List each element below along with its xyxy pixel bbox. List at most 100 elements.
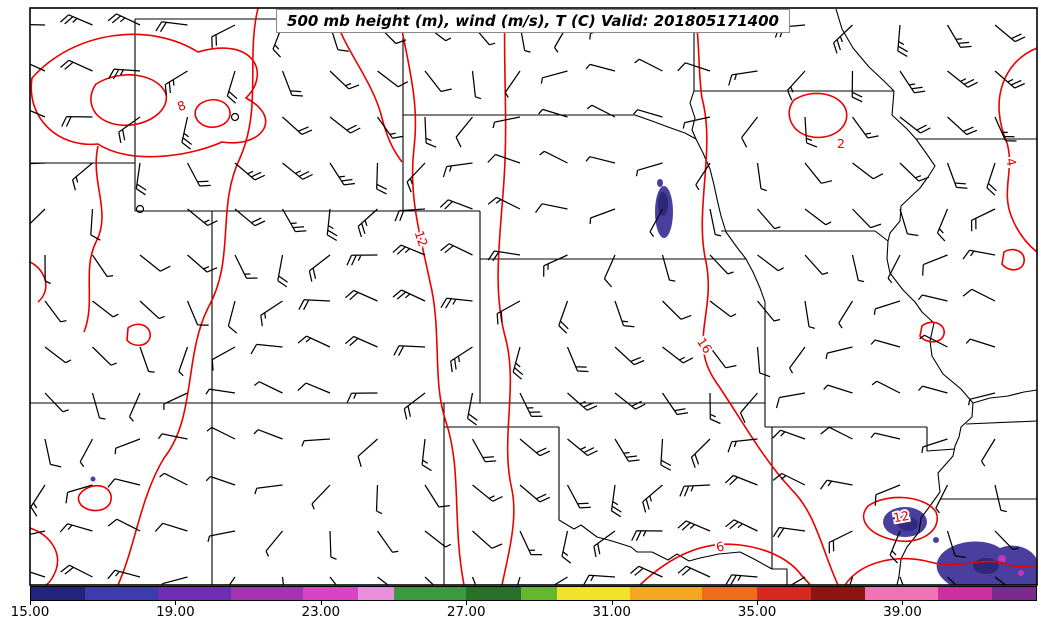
wind-barb: [92, 300, 119, 318]
colorbar-tick: [757, 601, 759, 605]
wind-barb: [424, 116, 437, 148]
wind-barb: [344, 289, 378, 302]
wind-barb: [962, 249, 996, 260]
temperature-contour: [30, 33, 267, 158]
wind-barb: [107, 569, 141, 580]
wind-barb: [392, 244, 426, 256]
state-border-tx-ar-la: [772, 568, 788, 585]
wind-barb: [873, 300, 901, 315]
reflectivity-shading: [90, 179, 1037, 585]
wind-barb: [561, 530, 572, 564]
wind-barb: [899, 116, 931, 134]
wind-barb: [282, 162, 313, 180]
wind-barb: [614, 392, 646, 410]
wind-barb: [662, 346, 694, 364]
state-border-ia-mo-40n: [721, 230, 889, 242]
wind-barb: [30, 109, 46, 118]
wind-barb: [603, 254, 616, 288]
wind-barb: [228, 576, 236, 585]
wind-barb: [849, 576, 854, 585]
contour-label: 12: [892, 508, 910, 526]
wind-barb: [757, 208, 781, 230]
colorbar-segment: [303, 587, 358, 600]
wind-barb: [329, 530, 337, 560]
wind-barb: [311, 484, 331, 510]
wind-barb: [424, 576, 435, 585]
wind-barb: [756, 162, 767, 192]
wind-barb: [496, 300, 521, 325]
wind-barb: [71, 162, 93, 191]
wind-barb: [946, 162, 968, 189]
wind-barb: [589, 208, 616, 225]
wind-barb: [424, 530, 452, 548]
colorbar-segment: [357, 587, 394, 600]
colorbar-segment: [557, 587, 630, 600]
wind-barb: [44, 346, 72, 364]
wind-barb: [994, 24, 1026, 43]
wind-barb: [406, 162, 426, 193]
wind-barb: [921, 438, 948, 453]
wind-barb: [633, 109, 663, 118]
wind-barb: [61, 115, 93, 127]
temperature-contour: [90, 74, 168, 126]
colorbar-tick: [611, 601, 613, 605]
wind-barb: [30, 571, 46, 578]
wind-barb: [899, 576, 904, 585]
contour-label: 4: [1003, 157, 1019, 168]
wind-barb: [178, 346, 189, 377]
wind-barb: [994, 116, 1017, 142]
colorbar-segment: [157, 587, 231, 600]
wind-barb: [585, 63, 616, 72]
wind-barb: [403, 392, 426, 420]
wind-barb: [631, 530, 663, 541]
wind-barb: [772, 429, 806, 440]
wind-barb: [649, 208, 664, 237]
temperature-contour: [30, 261, 47, 303]
wind-barbs: [30, 12, 1026, 585]
wind-barb: [661, 254, 676, 282]
wind-barb: [344, 335, 378, 348]
wind-barb: [828, 530, 853, 554]
wind-barb: [790, 576, 806, 585]
wind-barb: [186, 162, 211, 187]
wind-barb: [512, 346, 524, 380]
colorbar-segment: [811, 587, 866, 600]
wind-barb: [301, 438, 331, 447]
reflectivity-blob: [1018, 570, 1024, 576]
wind-barb: [394, 208, 426, 222]
wind-barb: [424, 70, 452, 93]
wind-barb: [234, 162, 266, 181]
wind-barb: [980, 438, 996, 467]
temperature-contour: [397, 8, 465, 585]
wind-barb: [852, 208, 882, 229]
wind-barb: [250, 343, 283, 355]
temperature-contours: [30, 8, 1037, 585]
temperature-contour: [788, 92, 848, 139]
wind-barb: [206, 426, 236, 440]
colorbar-tick-label: 19.00: [156, 604, 195, 620]
colorbar-segment: [756, 587, 812, 600]
wind-barb: [727, 438, 758, 453]
wind-barb: [772, 526, 806, 538]
wind-barb: [899, 208, 919, 237]
reflectivity-blob: [90, 476, 96, 482]
wind-barb: [586, 104, 616, 118]
wind-barb: [838, 300, 854, 329]
wind-barb: [157, 433, 188, 440]
wind-barb: [281, 70, 303, 97]
wind-barb: [211, 24, 236, 48]
wind-barb: [139, 346, 155, 373]
wind-barb: [823, 384, 853, 394]
wind-barb: [662, 300, 692, 320]
wind-barb: [187, 208, 218, 227]
wind-barb: [804, 162, 833, 184]
wind-barb: [424, 484, 450, 508]
wind-barb: [919, 334, 948, 348]
wind-barb: [935, 484, 949, 514]
colorbar-segment: [85, 587, 158, 600]
wind-barb: [65, 484, 93, 504]
calm-wind-circle: [135, 204, 145, 214]
wind-barb: [986, 162, 997, 196]
wind-barb: [79, 438, 94, 468]
wind-barb: [205, 475, 236, 486]
